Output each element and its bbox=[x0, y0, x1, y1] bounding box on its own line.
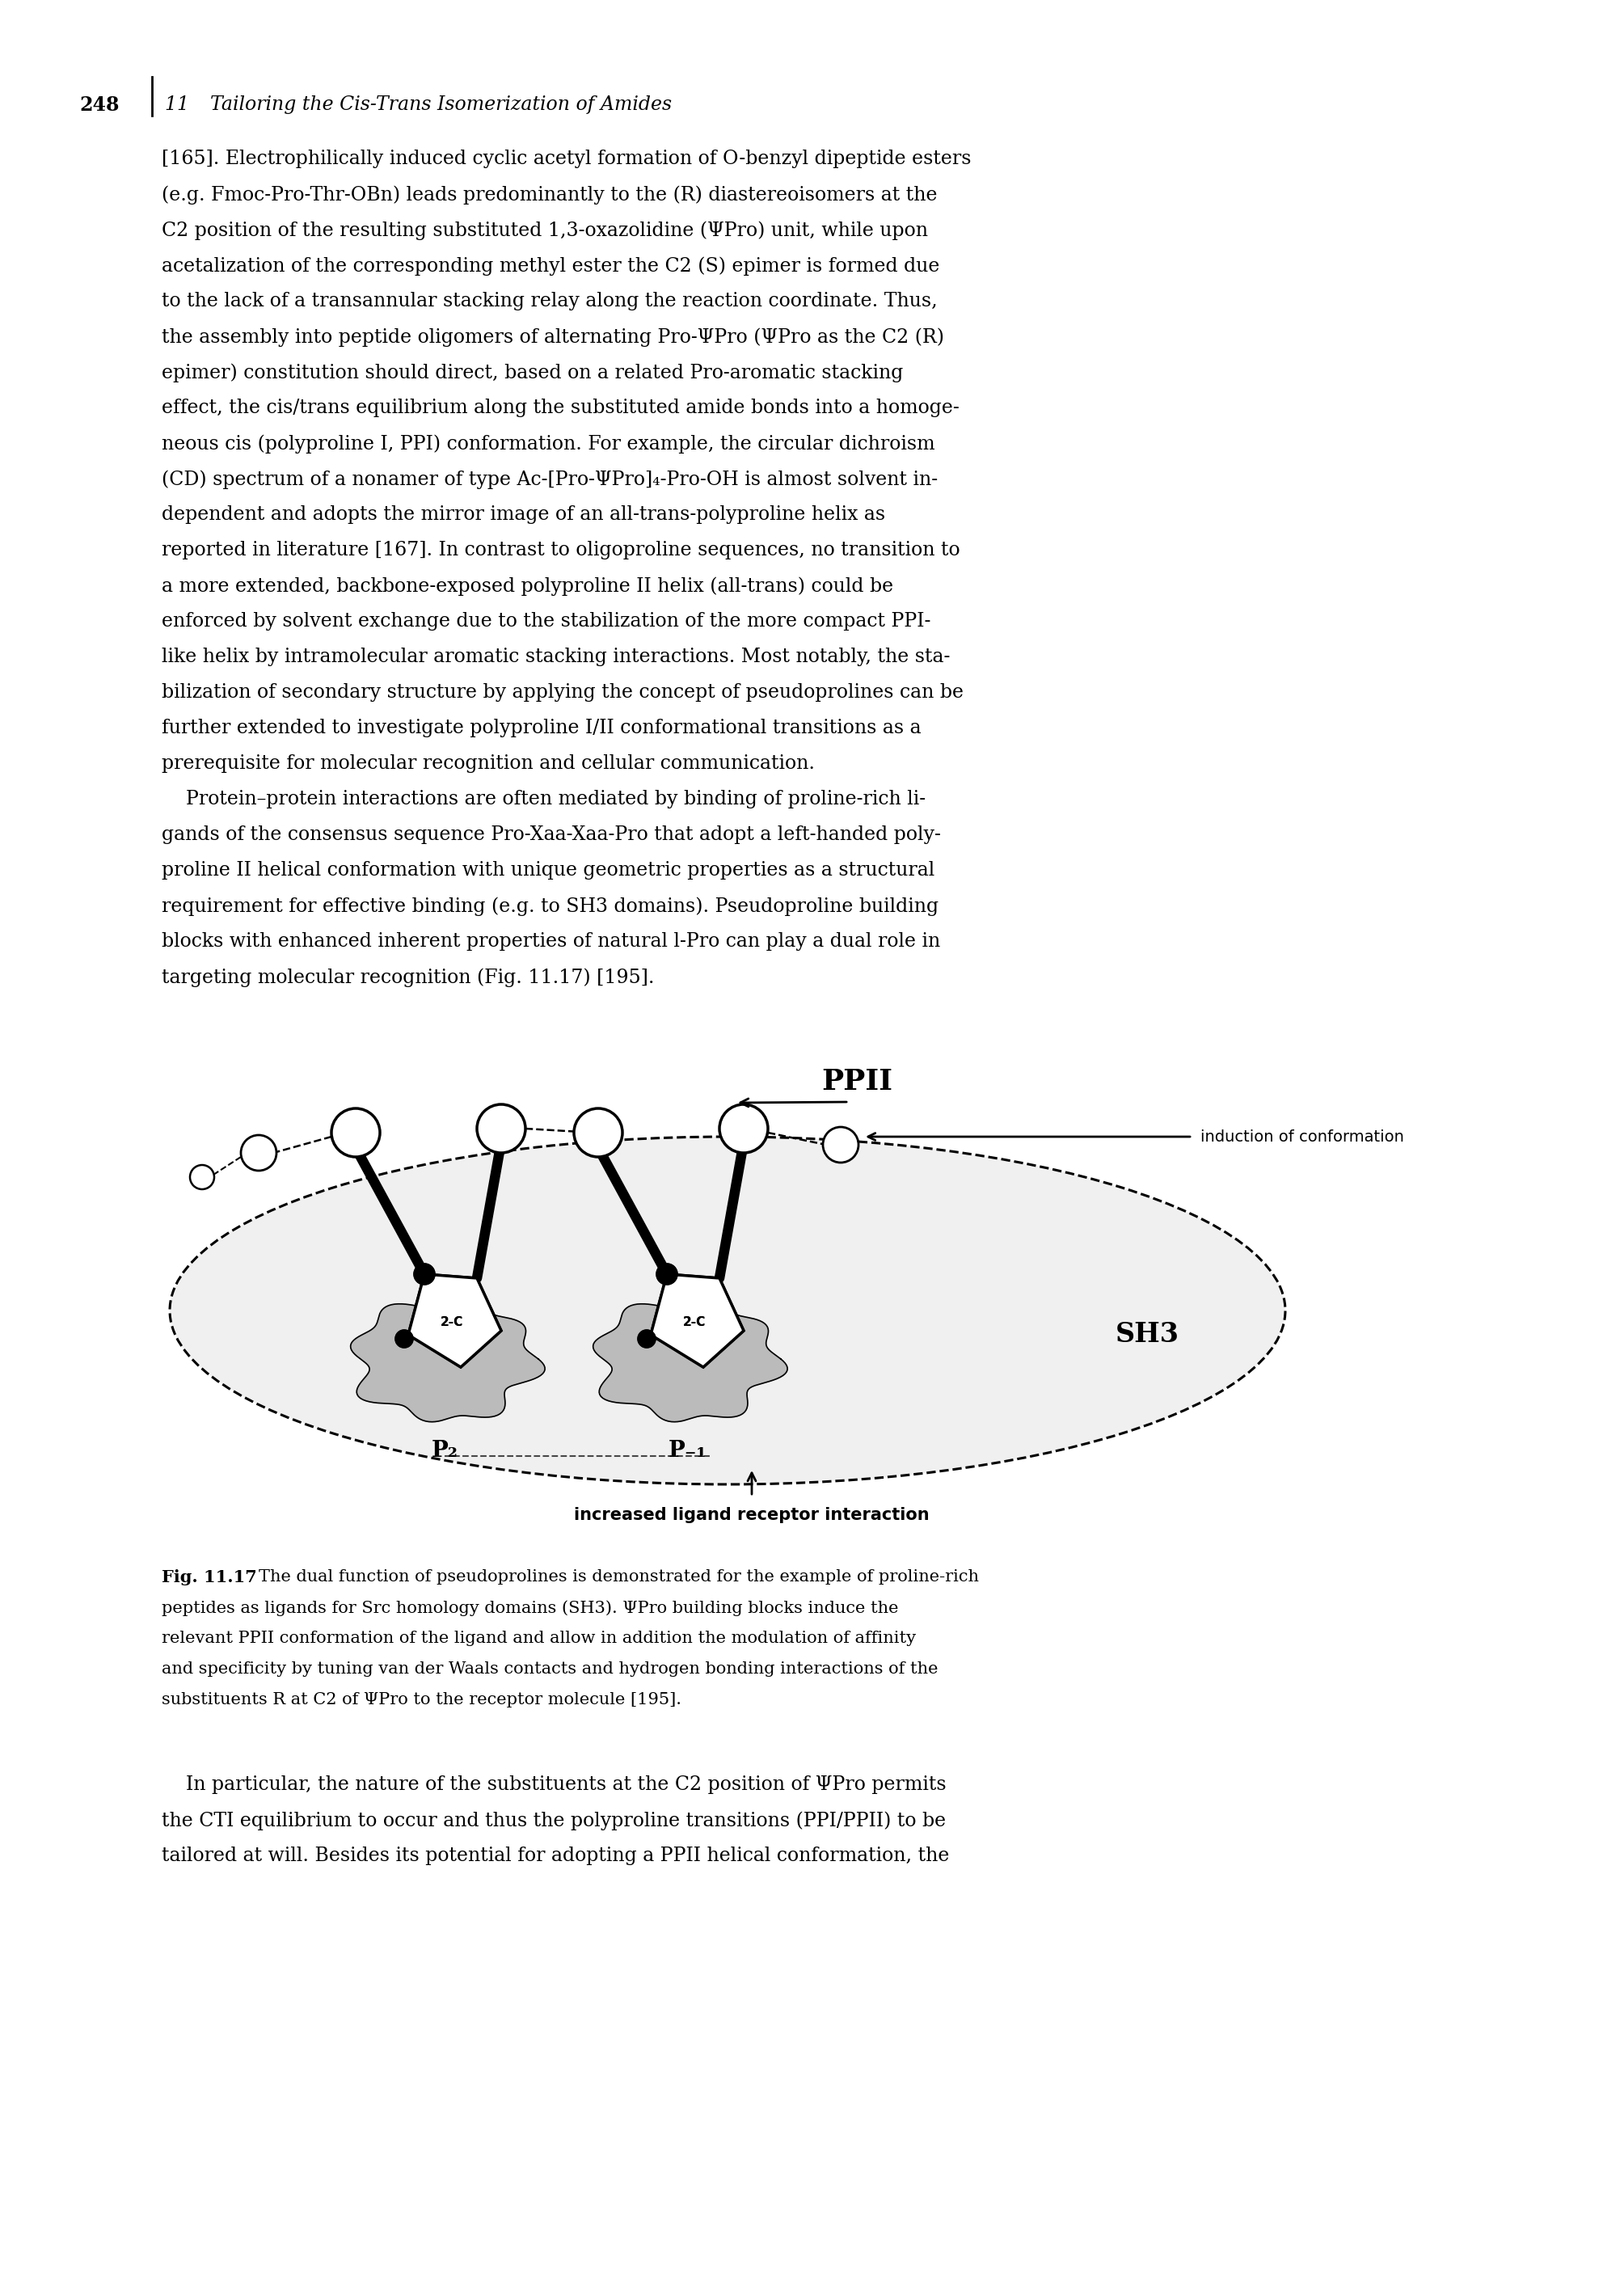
Text: 248: 248 bbox=[80, 96, 119, 115]
Text: targeting molecular recognition (Fig. 11.17) [195].: targeting molecular recognition (Fig. 11… bbox=[162, 967, 654, 988]
Text: increased ligand receptor interaction: increased ligand receptor interaction bbox=[575, 1506, 929, 1524]
Text: [165]. Electrophilically induced cyclic acetyl formation of O-benzyl dipeptide e: [165]. Electrophilically induced cyclic … bbox=[162, 149, 971, 167]
Text: neous cis (polyproline I, PPI) conformation. For example, the circular dichroism: neous cis (polyproline I, PPI) conformat… bbox=[162, 433, 935, 454]
Text: (e.g. Fmoc-Pro-Thr-OBn) leads predominantly to the (R) diastereoisomers at the: (e.g. Fmoc-Pro-Thr-OBn) leads predominan… bbox=[162, 186, 937, 204]
Circle shape bbox=[656, 1263, 677, 1284]
Text: peptides as ligands for Src homology domains (SH3). ΨPro building blocks induce : peptides as ligands for Src homology dom… bbox=[162, 1600, 898, 1616]
Text: tailored at will. Besides its potential for adopting a PPII helical conformation: tailored at will. Besides its potential … bbox=[162, 1847, 950, 1866]
Text: The dual function of pseudoprolines is demonstrated for the example of proline-r: The dual function of pseudoprolines is d… bbox=[258, 1570, 979, 1584]
Text: effect, the cis/trans equilibrium along the substituted amide bonds into a homog: effect, the cis/trans equilibrium along … bbox=[162, 399, 960, 417]
Text: In particular, the nature of the substituents at the C2 position of ΨPro permits: In particular, the nature of the substit… bbox=[162, 1776, 947, 1795]
Circle shape bbox=[477, 1105, 526, 1153]
Circle shape bbox=[240, 1135, 276, 1171]
Polygon shape bbox=[408, 1274, 502, 1366]
Text: to the lack of a transannular stacking relay along the reaction coordinate. Thus: to the lack of a transannular stacking r… bbox=[162, 291, 937, 309]
Polygon shape bbox=[593, 1293, 788, 1421]
Circle shape bbox=[414, 1263, 435, 1284]
Polygon shape bbox=[651, 1274, 744, 1366]
Text: C2 position of the resulting substituted 1,3-oxazolidine (ΨPro) unit, while upon: C2 position of the resulting substituted… bbox=[162, 220, 927, 241]
Text: acetalization of the corresponding methyl ester the C2 (S) epimer is formed due: acetalization of the corresponding methy… bbox=[162, 257, 940, 275]
Circle shape bbox=[638, 1329, 656, 1348]
Ellipse shape bbox=[171, 1137, 1285, 1485]
Text: 2-C: 2-C bbox=[684, 1316, 706, 1329]
Text: epimer) constitution should direct, based on a related Pro-aromatic stacking: epimer) constitution should direct, base… bbox=[162, 362, 903, 383]
Circle shape bbox=[414, 1263, 435, 1284]
Text: proline II helical conformation with unique geometric properties as a structural: proline II helical conformation with uni… bbox=[162, 862, 935, 880]
Polygon shape bbox=[651, 1274, 744, 1366]
Polygon shape bbox=[351, 1293, 546, 1421]
Text: 11: 11 bbox=[166, 96, 201, 115]
Text: Tailoring the Cis-Trans Isomerization of Amides: Tailoring the Cis-Trans Isomerization of… bbox=[209, 96, 672, 115]
Text: (CD) spectrum of a nonamer of type Ac-[Pro-ΨPro]₄-Pro-OH is almost solvent in-: (CD) spectrum of a nonamer of type Ac-[P… bbox=[162, 470, 937, 488]
Text: prerequisite for molecular recognition and cellular communication.: prerequisite for molecular recognition a… bbox=[162, 754, 815, 772]
Text: Protein–protein interactions are often mediated by binding of proline-rich li-: Protein–protein interactions are often m… bbox=[162, 791, 926, 809]
Text: 2-C: 2-C bbox=[684, 1316, 706, 1329]
Text: induction of conformation: induction of conformation bbox=[1200, 1130, 1405, 1144]
Text: further extended to investigate polyproline I/II conformational transitions as a: further extended to investigate polyprol… bbox=[162, 720, 921, 738]
Circle shape bbox=[823, 1128, 859, 1162]
Text: blocks with enhanced inherent properties of natural l-Pro can play a dual role i: blocks with enhanced inherent properties… bbox=[162, 933, 940, 951]
Circle shape bbox=[656, 1263, 677, 1284]
Circle shape bbox=[190, 1164, 214, 1190]
Text: P₂: P₂ bbox=[432, 1439, 458, 1462]
Text: 2-C: 2-C bbox=[440, 1316, 463, 1329]
Text: dependent and adopts the mirror image of an all-trans-polyproline helix as: dependent and adopts the mirror image of… bbox=[162, 504, 885, 525]
Text: reported in literature [167]. In contrast to oligoproline sequences, no transiti: reported in literature [167]. In contras… bbox=[162, 541, 960, 559]
Polygon shape bbox=[408, 1274, 502, 1366]
Text: requirement for effective binding (e.g. to SH3 domains). Pseudoproline building: requirement for effective binding (e.g. … bbox=[162, 896, 939, 915]
Text: enforced by solvent exchange due to the stabilization of the more compact PPI-: enforced by solvent exchange due to the … bbox=[162, 612, 931, 630]
Text: the assembly into peptide oligomers of alternating Pro-ΨPro (ΨPro as the C2 (R): the assembly into peptide oligomers of a… bbox=[162, 328, 944, 346]
Text: a more extended, backbone-exposed polyproline II helix (all-trans) could be: a more extended, backbone-exposed polypr… bbox=[162, 575, 893, 596]
Text: SH3: SH3 bbox=[1116, 1322, 1179, 1348]
Text: 2-C: 2-C bbox=[440, 1316, 463, 1329]
Text: and specificity by tuning van der Waals contacts and hydrogen bonding interactio: and specificity by tuning van der Waals … bbox=[162, 1662, 939, 1678]
Circle shape bbox=[395, 1329, 412, 1348]
Text: the CTI equilibrium to occur and thus the polyproline transitions (PPI/PPII) to : the CTI equilibrium to occur and thus th… bbox=[162, 1811, 945, 1829]
Text: like helix by intramolecular aromatic stacking interactions. Most notably, the s: like helix by intramolecular aromatic st… bbox=[162, 649, 950, 667]
Text: P₋₁: P₋₁ bbox=[667, 1439, 706, 1462]
Text: PPII: PPII bbox=[822, 1068, 893, 1096]
Circle shape bbox=[395, 1329, 412, 1348]
Circle shape bbox=[719, 1105, 768, 1153]
Text: relevant PPII conformation of the ligand and allow in addition the modulation of: relevant PPII conformation of the ligand… bbox=[162, 1630, 916, 1646]
Circle shape bbox=[573, 1109, 622, 1157]
Text: gands of the consensus sequence Pro-Xaa-Xaa-Pro that adopt a left-handed poly-: gands of the consensus sequence Pro-Xaa-… bbox=[162, 825, 940, 843]
Circle shape bbox=[331, 1109, 380, 1157]
Text: bilization of secondary structure by applying the concept of pseudoprolines can : bilization of secondary structure by app… bbox=[162, 683, 963, 701]
Circle shape bbox=[638, 1329, 656, 1348]
Text: Fig. 11.17: Fig. 11.17 bbox=[162, 1570, 257, 1586]
Text: substituents R at C2 of ΨPro to the receptor molecule [195].: substituents R at C2 of ΨPro to the rece… bbox=[162, 1691, 682, 1708]
